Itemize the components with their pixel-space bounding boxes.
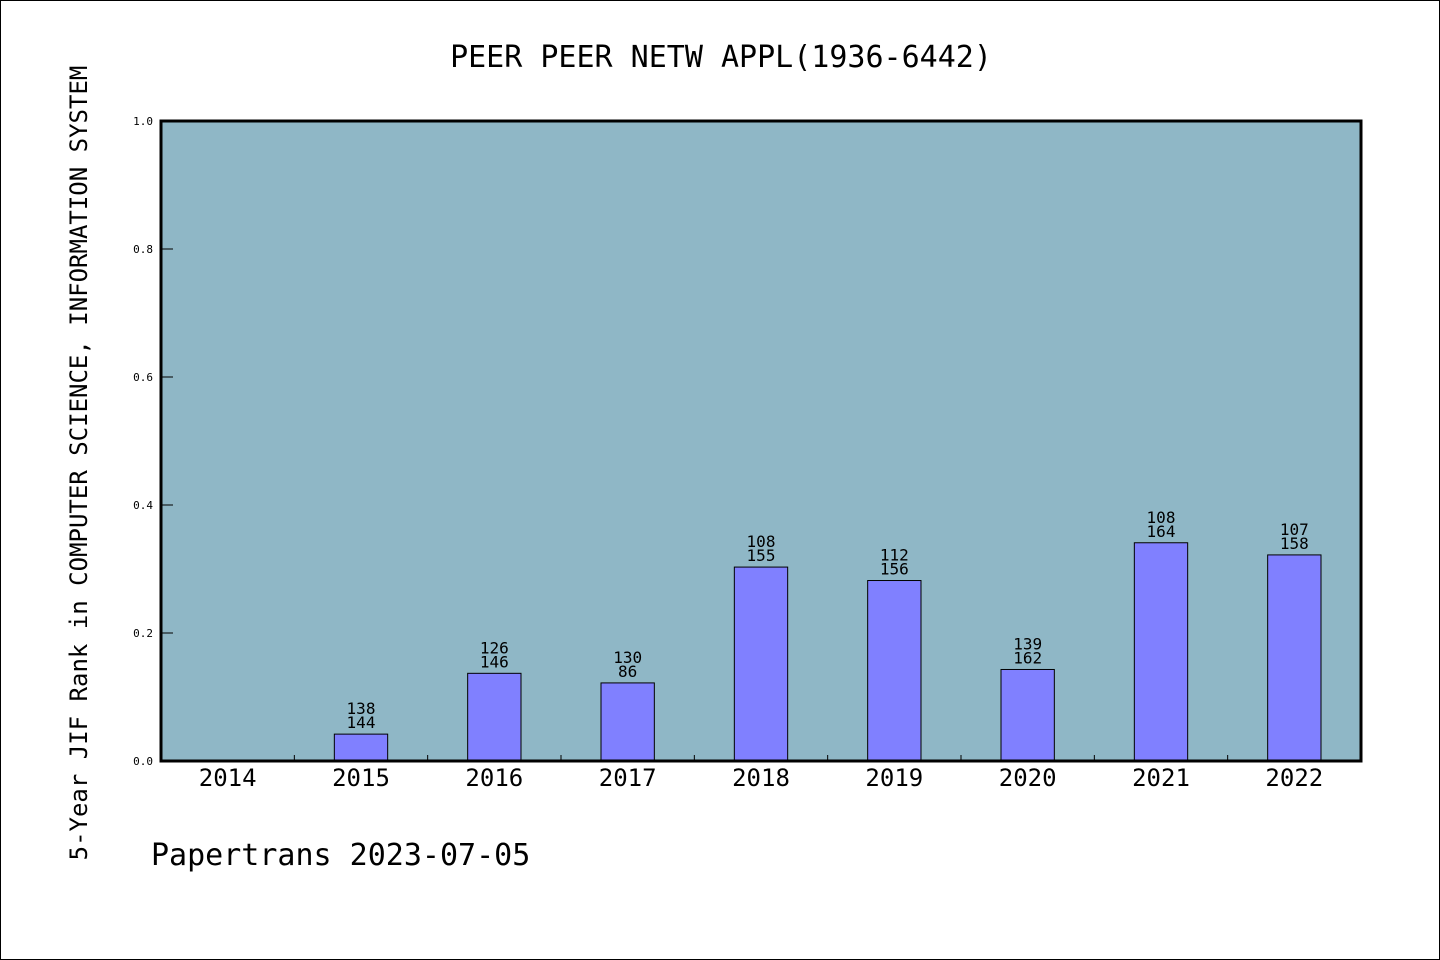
bar-label-top: 139 [1013,634,1042,653]
x-tick-label: 2018 [732,764,790,792]
y-tick-label: 0.2 [133,627,153,640]
x-tick-label: 2014 [199,764,257,792]
bar-label-bottom: 158 [1280,534,1309,553]
bar-label-bottom: 86 [618,662,637,681]
y-tick-label: 0.8 [133,243,153,256]
bar-label-bottom: 146 [480,652,509,671]
bar-2020 [1000,668,1055,762]
bar-label-top: 112 [880,546,909,565]
plot-frame [159,119,1363,763]
y-tick-label: 1.0 [133,115,153,128]
x-tick-label: 2015 [332,764,390,792]
y-tick-label: 0.0 [133,755,153,768]
footer-stamp: Papertrans 2023-07-05 [151,838,530,873]
x-tick-label: 2022 [1265,764,1323,792]
bars-layer [333,542,1322,762]
bar-2021 [1133,542,1189,762]
bar-2016 [467,672,522,762]
bar-label-top: 130 [613,648,642,667]
x-tick-label: 2017 [599,764,657,792]
bar-label-bottom: 162 [1013,648,1042,667]
x-tick-label: 2020 [999,764,1057,792]
bar-label-bottom: 155 [747,546,776,565]
x-tick-label: 2016 [465,764,523,792]
bar-2017 [600,682,655,762]
bar-label-top: 126 [480,638,509,657]
bar-label-bottom: 156 [880,560,909,579]
bar-2022 [1267,554,1322,762]
bar-label-bottom: 144 [347,713,376,732]
y-tick-label: 0.6 [133,371,153,384]
bar-label-top: 138 [347,699,376,718]
y-tick-label: 0.4 [133,499,153,512]
bar-2019 [867,580,922,762]
bar-2018 [733,566,789,762]
x-tick-label: 2021 [1132,764,1190,792]
bar-label-top: 107 [1280,520,1309,539]
bar-2015 [333,733,389,762]
y-axis-label: 5-Year JIF Rank in COMPUTER SCIENCE, INF… [65,66,93,861]
x-tick-label: 2019 [865,764,923,792]
y-axis-ticks: 0.0 0.2 0.4 0.6 0.8 1.0 [133,115,173,768]
chart-title: PEER PEER NETW APPL(1936-6442) [450,40,992,75]
bar-label-top: 108 [747,532,776,551]
bar-label-top: 108 [1147,508,1176,527]
bar-label-bottom: 164 [1147,522,1176,541]
x-axis-ticks: 2014 2015 2016 2017 2018 2019 2020 2021 2022 [199,755,1323,792]
